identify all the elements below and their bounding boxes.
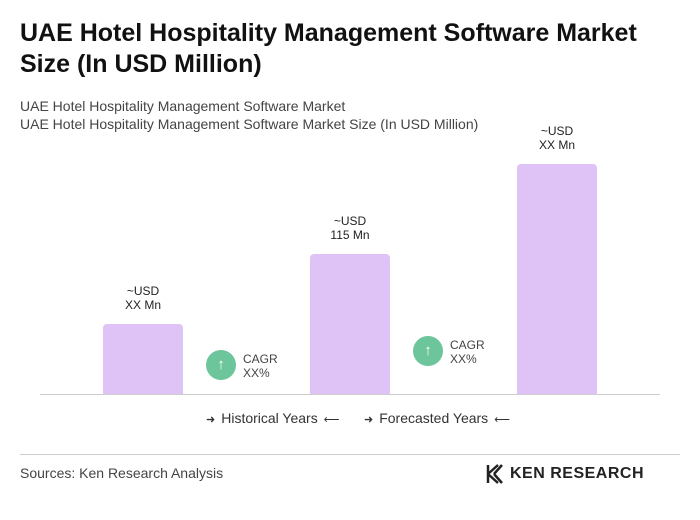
logo: KEN RESEARCH [486, 463, 644, 485]
legend-item: ➜ Historical Years ⟵ [206, 410, 340, 426]
legend-label: Forecasted Years [379, 410, 489, 426]
logo-icon [486, 464, 503, 484]
chart-title: UAE Hotel Hospitality Management Softwar… [20, 19, 637, 78]
source: Sources: Ken Research Analysis [20, 465, 224, 481]
bar [310, 254, 390, 394]
cagr-label: CAGR XX% [243, 352, 278, 380]
separator [20, 454, 680, 455]
cagr-icon: ↑ [206, 350, 236, 380]
value-label: ~USD XX Mn [538, 124, 575, 152]
bar [103, 324, 183, 394]
cagr-label: CAGR XX% [450, 338, 485, 366]
legend-label: Historical Years [221, 410, 318, 426]
logo-text: KEN RESEARCH [510, 465, 645, 482]
value-label: ~USD 115 Mn [330, 214, 370, 243]
subtitle: UAE Hotel Hospitality Management Softwar… [20, 98, 346, 114]
subtitle: UAE Hotel Hospitality Management Softwar… [20, 116, 479, 132]
value-label: ~USD XX Mn [124, 284, 161, 313]
cagr-icon: ↑ [413, 336, 443, 366]
baseline [40, 394, 660, 395]
bar [517, 164, 597, 394]
legend-item: ➜ Forecasted Years ⟵ [364, 410, 510, 426]
